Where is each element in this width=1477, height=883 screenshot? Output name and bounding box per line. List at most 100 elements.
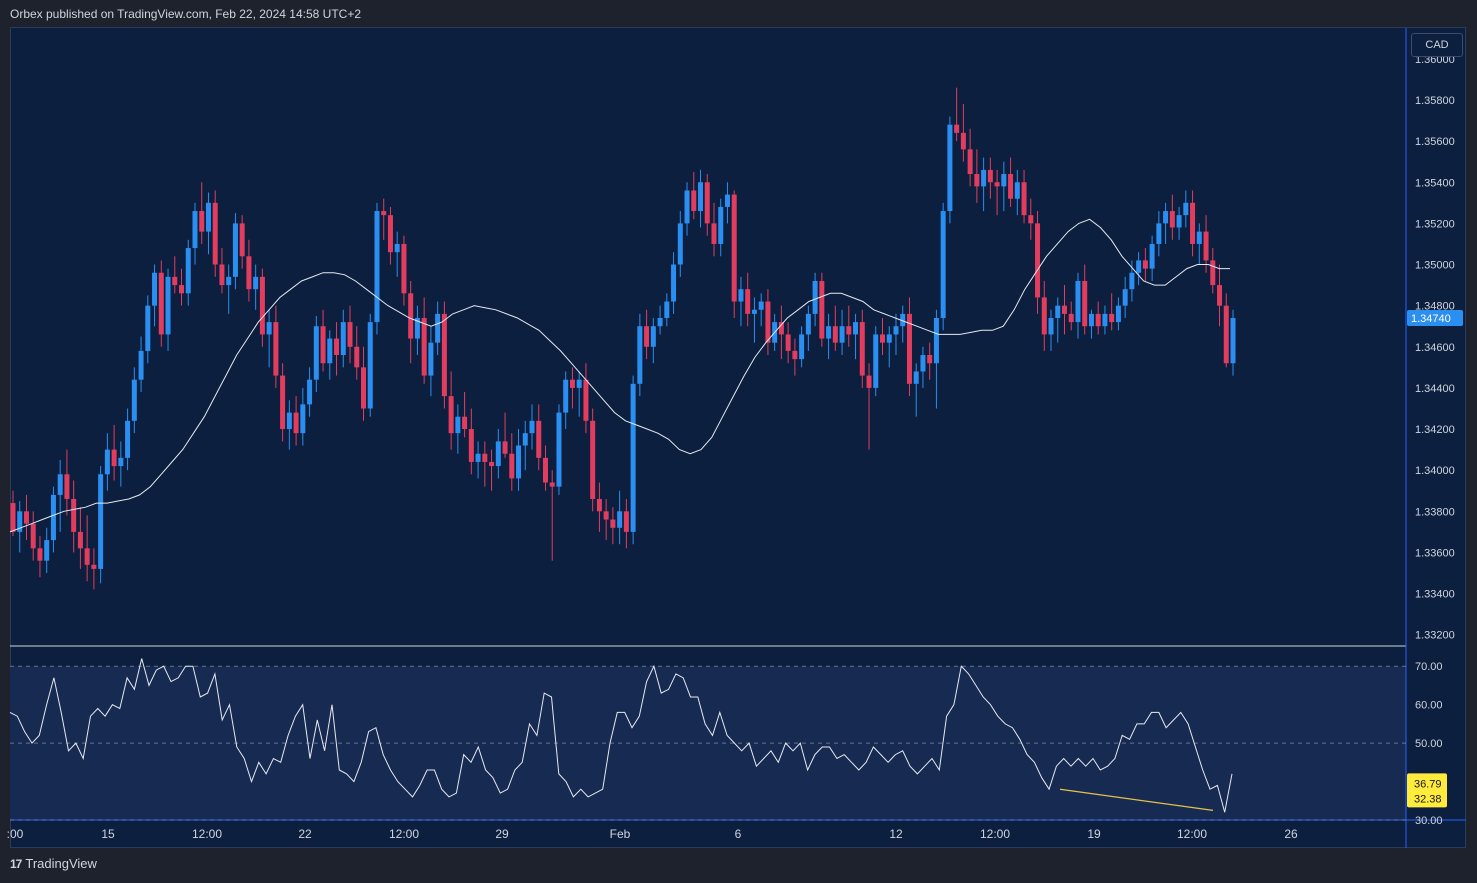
- candle-bear: [441, 313, 447, 397]
- candle-bear: [23, 511, 29, 524]
- candle-bear: [172, 276, 178, 286]
- candle-bear: [967, 149, 973, 175]
- candle-bull: [152, 272, 158, 306]
- candle-bull: [44, 540, 50, 561]
- candle-bull: [145, 305, 151, 351]
- candle-bull: [98, 474, 104, 569]
- candle-bull: [1122, 289, 1128, 306]
- tradingview-footer: 17 TradingView: [10, 856, 97, 871]
- candle-bear: [644, 326, 650, 347]
- x-tick-label: :00: [7, 827, 24, 841]
- rsi-value-label: 32.38: [1414, 793, 1442, 805]
- x-tick-label: 26: [1284, 827, 1298, 841]
- candle-bull: [57, 474, 63, 495]
- candle-bull: [947, 124, 953, 212]
- candle-bull: [1230, 317, 1236, 364]
- candle-bull: [1075, 280, 1081, 323]
- candle-bull: [428, 342, 434, 376]
- candle-bear: [37, 548, 43, 561]
- candle-bull: [253, 276, 259, 290]
- candle-bull: [1001, 174, 1007, 187]
- candle-bull: [1156, 223, 1162, 244]
- candle-bear: [219, 264, 225, 286]
- candle-bull: [684, 190, 690, 224]
- candle-bull: [529, 420, 535, 434]
- candle-bear: [64, 474, 70, 499]
- candle-bear: [987, 169, 993, 183]
- price-tick-label: 1.35600: [1415, 136, 1455, 148]
- candle-bear: [792, 350, 798, 360]
- candle-bull: [1115, 305, 1121, 323]
- candle-bear: [1068, 313, 1074, 323]
- candle-bull: [920, 355, 926, 372]
- x-tick-label: 12: [889, 827, 903, 841]
- candle-bear: [280, 375, 286, 430]
- candle-bear: [381, 211, 387, 216]
- candle-bull: [563, 379, 569, 413]
- x-tick-label: 29: [495, 827, 509, 841]
- price-tick-label: 1.35200: [1415, 218, 1455, 230]
- candle-bull: [138, 350, 144, 380]
- candle-bull: [125, 420, 131, 458]
- candle-bear: [785, 334, 791, 351]
- candle-bear: [846, 326, 852, 335]
- candle-bear: [1217, 285, 1223, 306]
- candle-bear: [71, 498, 77, 532]
- candle-bull: [933, 317, 939, 364]
- candle-bull: [758, 301, 764, 310]
- currency-selector[interactable]: CAD: [1411, 33, 1463, 57]
- rsi-tick-label: 30.00: [1415, 815, 1443, 827]
- candle-bull: [327, 338, 333, 364]
- x-tick-label: 12:00: [389, 827, 419, 841]
- candle-bull: [232, 223, 238, 277]
- candle-bear: [10, 503, 16, 532]
- candle-bear: [502, 441, 508, 454]
- candle-bull: [435, 313, 441, 343]
- candle-bear: [1028, 215, 1034, 224]
- candle-bear: [1142, 260, 1148, 269]
- candle-bull: [664, 301, 670, 318]
- candle-bull: [192, 211, 198, 249]
- candle-bull: [913, 371, 919, 384]
- candle-bull: [495, 441, 501, 467]
- candle-bear: [542, 457, 548, 483]
- candle-bull: [637, 326, 643, 384]
- rsi-value-badge: [1407, 773, 1447, 808]
- candle-bull: [1149, 243, 1155, 269]
- candle-bear: [954, 124, 960, 133]
- candle-bear: [603, 511, 609, 520]
- candle-bull: [886, 334, 892, 343]
- candle-bull: [738, 289, 744, 302]
- candle-bull: [1183, 202, 1189, 216]
- candle-bull: [1196, 231, 1202, 244]
- candle-bull: [751, 309, 757, 314]
- candle-bear: [1021, 182, 1027, 216]
- candle-bear: [158, 272, 164, 335]
- candle-bull: [1136, 260, 1142, 273]
- candle-bear: [199, 211, 205, 232]
- rsi-value-label: 36.79: [1414, 778, 1442, 790]
- candle-bull: [522, 433, 528, 446]
- candle-bull: [104, 449, 110, 475]
- candle-bull: [617, 511, 623, 528]
- candle-bull: [1129, 272, 1135, 290]
- candle-bear: [408, 293, 414, 339]
- candle-bear: [623, 511, 629, 532]
- candle-bear: [994, 182, 1000, 187]
- candle-bull: [17, 511, 23, 532]
- price-tick-label: 1.33800: [1415, 506, 1455, 518]
- candle-bull: [853, 322, 859, 335]
- candle-bear: [1082, 280, 1088, 327]
- candle-bear: [509, 453, 515, 479]
- rsi-trend-line: [1059, 788, 1214, 811]
- rsi-line: [9, 658, 1233, 813]
- candle-bear: [77, 531, 83, 549]
- price-tick-label: 1.34400: [1415, 383, 1455, 395]
- candle-bull: [981, 169, 987, 187]
- candle-bear: [354, 346, 360, 368]
- candle-bull: [118, 457, 124, 467]
- price-tick-label: 1.35800: [1415, 95, 1455, 107]
- candle-bear: [246, 256, 252, 290]
- candle-bear: [462, 416, 468, 430]
